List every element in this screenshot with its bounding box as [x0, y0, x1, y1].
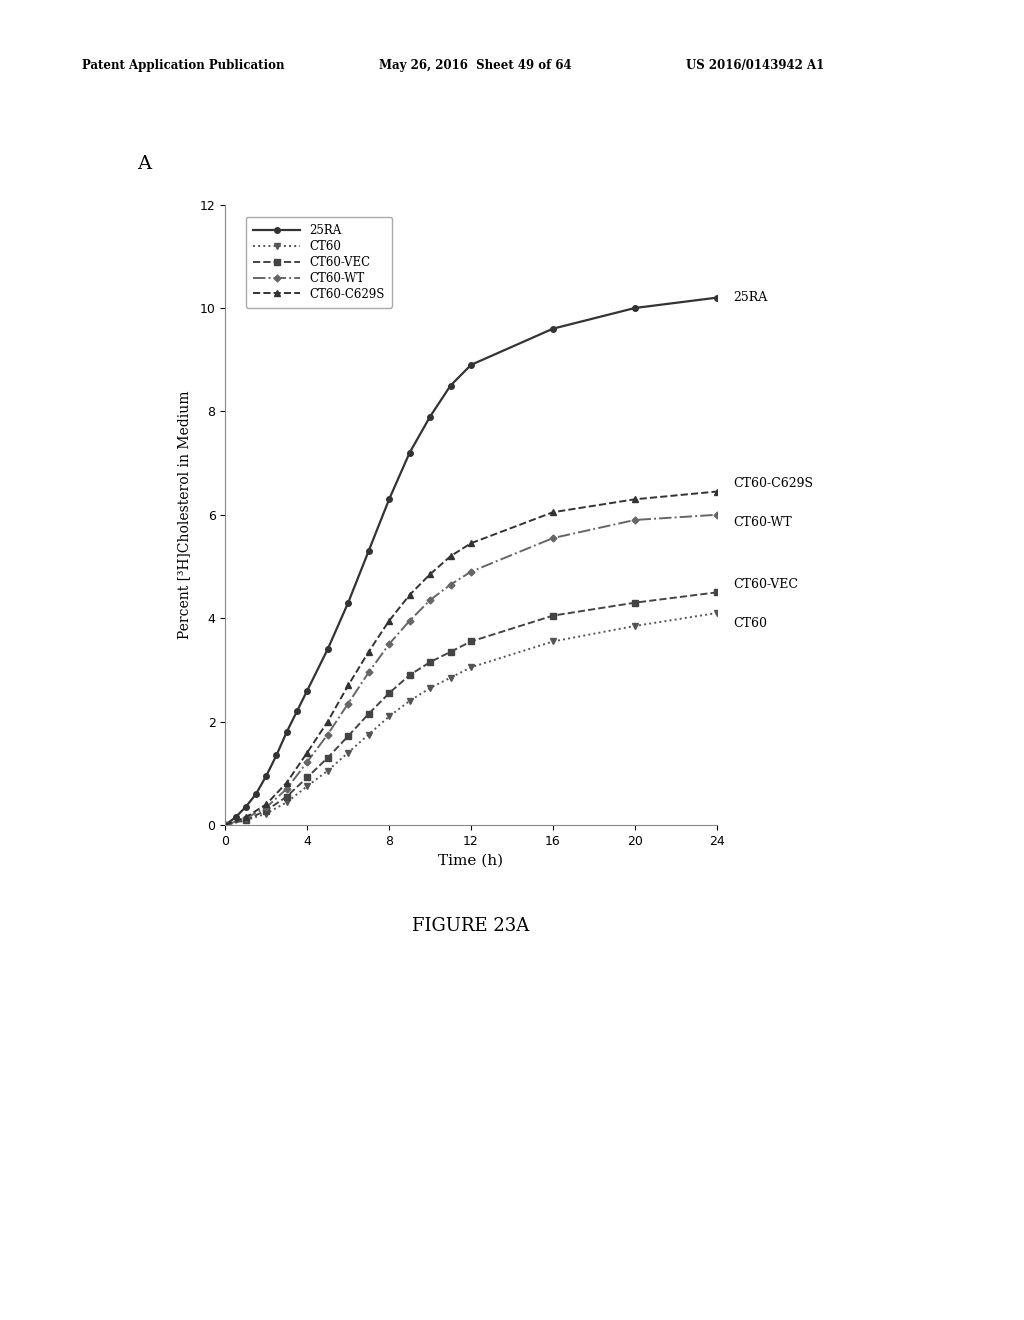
Text: CT60: CT60	[733, 616, 767, 630]
Text: CT60-VEC: CT60-VEC	[733, 578, 798, 591]
Text: CT60-WT: CT60-WT	[733, 516, 792, 529]
Text: Patent Application Publication: Patent Application Publication	[82, 59, 285, 73]
Text: FIGURE 23A: FIGURE 23A	[413, 916, 529, 935]
Legend: 25RA, CT60, CT60-VEC, CT60-WT, CT60-C629S: 25RA, CT60, CT60-VEC, CT60-WT, CT60-C629…	[246, 216, 392, 308]
Text: A: A	[137, 154, 151, 173]
Text: CT60-C629S: CT60-C629S	[733, 478, 813, 490]
Y-axis label: Percent [³H]Cholesterol in Medium: Percent [³H]Cholesterol in Medium	[177, 391, 191, 639]
X-axis label: Time (h): Time (h)	[438, 853, 504, 867]
Text: 25RA: 25RA	[733, 292, 767, 304]
Text: US 2016/0143942 A1: US 2016/0143942 A1	[686, 59, 824, 73]
Text: May 26, 2016  Sheet 49 of 64: May 26, 2016 Sheet 49 of 64	[379, 59, 571, 73]
